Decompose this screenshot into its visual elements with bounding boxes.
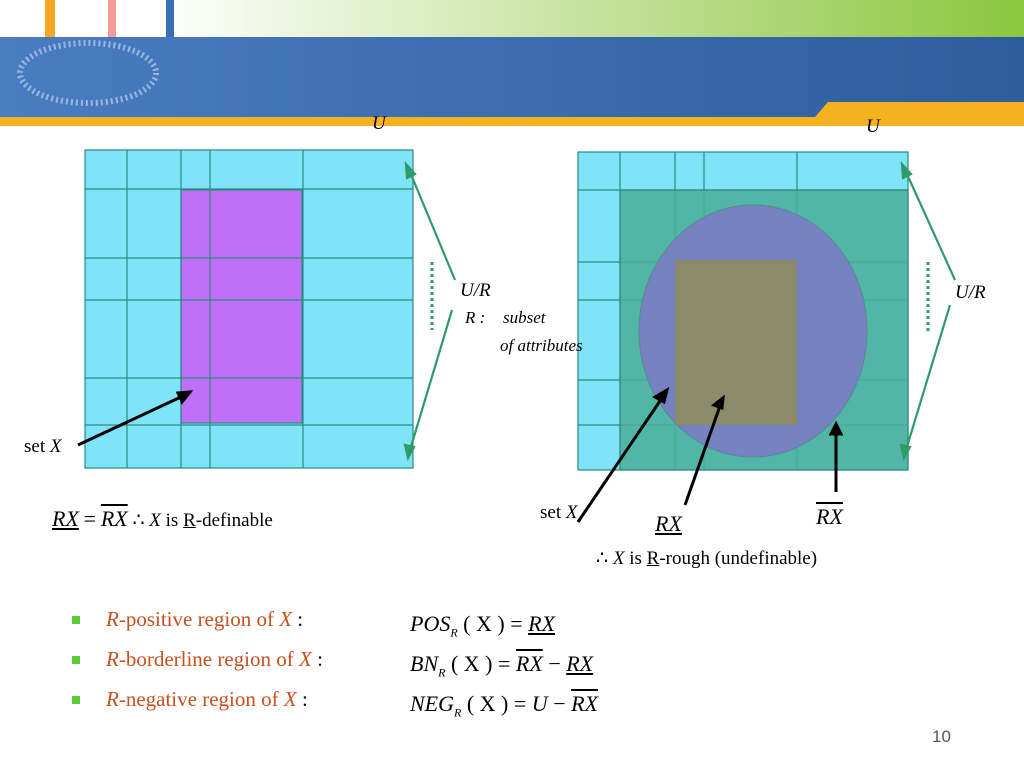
r: R <box>106 647 119 671</box>
text: -positive region of <box>118 607 274 631</box>
text: set <box>24 436 46 457</box>
rough-conclusion: ∴ X is R-rough (undefinable) <box>596 547 817 570</box>
symbol: X <box>565 502 578 523</box>
partition-label: U/R <box>460 280 491 301</box>
formula: NEGR ( X ) = U − RX <box>410 691 598 720</box>
set-arrows <box>77 386 844 523</box>
set-label: set X <box>24 436 61 458</box>
args: ( X ) = <box>463 611 523 636</box>
universe-label: U <box>372 113 386 134</box>
partition-arrows <box>403 160 957 462</box>
set-label: set X <box>540 502 577 524</box>
lhs: POS <box>410 611 451 636</box>
bullet <box>72 616 80 624</box>
sub: R <box>438 665 446 680</box>
text: is <box>629 548 642 569</box>
colon: : <box>317 647 323 671</box>
header-strip <box>0 0 1024 37</box>
symbol: X <box>612 548 625 569</box>
relation-text: of attributes <box>500 336 583 355</box>
x: X <box>279 607 293 631</box>
rhs: U <box>531 691 548 716</box>
accent <box>108 0 116 37</box>
therefore: ∴ <box>132 510 145 531</box>
bullet-text: R-negative region of X : <box>106 687 308 712</box>
symbol: X <box>49 436 62 457</box>
text: set <box>540 502 562 523</box>
relation-text: subset <box>503 308 546 327</box>
text: R <box>646 548 660 569</box>
lhs: BN <box>410 651 439 676</box>
right-partition <box>577 151 909 471</box>
r: R <box>106 687 119 711</box>
text: -definable <box>195 510 273 531</box>
accent <box>166 0 174 37</box>
definable-equation: RX = RX ∴ X is R-definable <box>52 506 273 532</box>
sub: R <box>454 705 462 720</box>
lower-approx: RX <box>52 506 79 531</box>
args: ( X ) = <box>466 691 527 716</box>
accent <box>45 0 55 37</box>
colon: : <box>301 687 308 711</box>
x: X <box>283 687 297 711</box>
text: -borderline region of <box>118 647 294 671</box>
lhs: NEG <box>410 691 454 716</box>
r: R <box>106 607 119 631</box>
bullet <box>72 656 80 664</box>
text: -negative region of <box>118 687 279 711</box>
minus: − <box>553 691 566 716</box>
bullet-text: R-positive region of X : <box>106 607 303 632</box>
formula: BNR ( X ) = RX − RX <box>410 651 593 680</box>
equals: = <box>83 506 97 531</box>
bullet <box>72 696 80 704</box>
x: X <box>299 647 312 671</box>
rhs: RX <box>566 651 594 676</box>
universe-label: U <box>866 116 880 137</box>
text: -rough (undefinable) <box>659 548 818 569</box>
rhs: RX <box>528 611 556 636</box>
therefore: ∴ <box>596 548 609 569</box>
symbol: X <box>149 510 161 531</box>
header-rule <box>0 102 1024 126</box>
relation-name: R : <box>465 308 486 327</box>
upper-approx: RX <box>816 504 843 529</box>
rhs: RX <box>571 691 598 716</box>
bullet-text: R-borderline region of X : <box>106 647 323 672</box>
text: R <box>183 510 196 531</box>
text: is <box>165 510 179 531</box>
lower-approx: RX <box>655 511 682 536</box>
formula: POSR ( X ) = RX <box>410 611 555 640</box>
page-number: 10 <box>932 727 951 746</box>
sub: R <box>450 625 458 640</box>
upper-approx: RX <box>100 506 128 531</box>
partition-label: U/R <box>955 282 986 303</box>
minus: − <box>548 651 561 676</box>
colon: : <box>297 607 304 631</box>
logo <box>17 40 159 106</box>
rhs: RX <box>515 651 543 676</box>
args: ( X ) = <box>450 651 511 676</box>
